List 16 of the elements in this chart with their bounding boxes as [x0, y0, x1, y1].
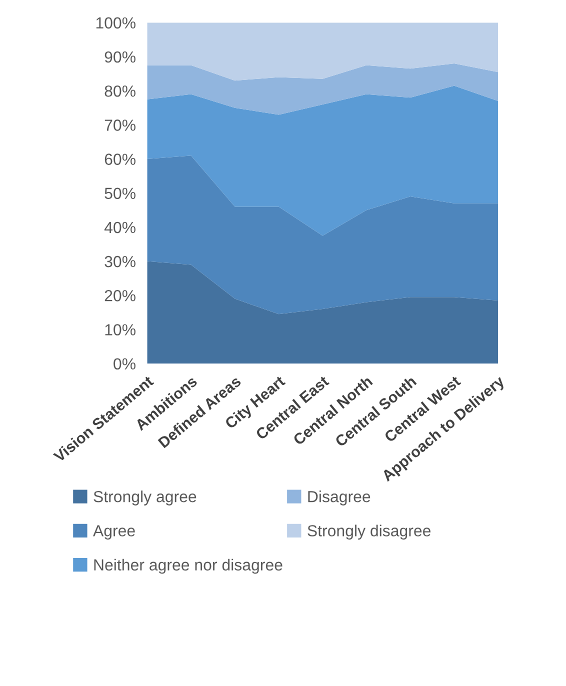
y-tick-label: 80%: [104, 85, 136, 97]
legend-label: Strongly disagree: [308, 524, 431, 540]
y-tick-label: 60%: [104, 154, 136, 165]
y-tick-label: 30%: [104, 256, 136, 268]
y-tick-label: 40%: [104, 222, 136, 234]
y-tick-label: 50%: [104, 188, 136, 200]
legend-label: Agree: [93, 525, 135, 540]
legend-label: Strongly agree: [94, 490, 196, 506]
legend-label: Neither agree nor disagree: [94, 558, 282, 574]
y-tick-label: 90%: [104, 51, 136, 63]
y-tick-label: 70%: [104, 120, 136, 131]
y-tick-label: 20%: [104, 290, 136, 302]
y-tick-label: 0%: [114, 358, 136, 370]
y-tick-label: 10%: [105, 324, 136, 336]
y-tick-label: 100%: [96, 17, 136, 29]
legend-label: Disagree: [308, 490, 370, 506]
